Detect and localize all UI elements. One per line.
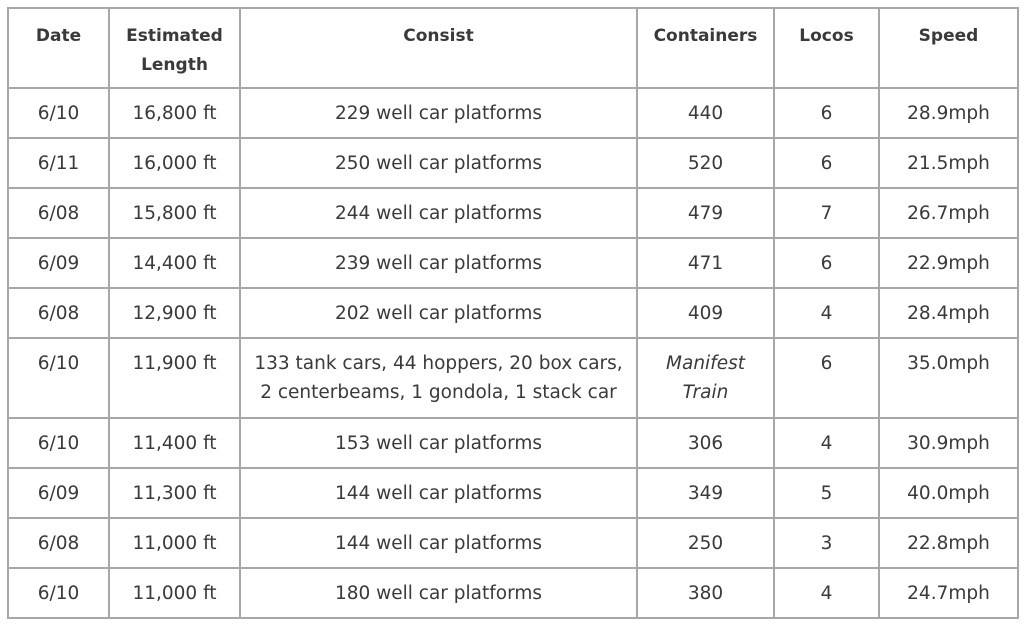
cell-date: 6/10 bbox=[7, 87, 110, 139]
cell-consist: 239 well car platforms bbox=[239, 237, 638, 289]
cell-locos: 4 bbox=[773, 417, 880, 469]
table-row: 6/10 11,400 ft 153 well car platforms 30… bbox=[7, 417, 1019, 469]
cell-containers: 250 bbox=[636, 517, 775, 569]
cell-consist: 202 well car platforms bbox=[239, 287, 638, 339]
table-row: 6/11 16,000 ft 250 well car platforms 52… bbox=[7, 137, 1019, 189]
cell-date: 6/08 bbox=[7, 287, 110, 339]
cell-containers: 479 bbox=[636, 187, 775, 239]
cell-locos: 6 bbox=[773, 137, 880, 189]
cell-locos: 7 bbox=[773, 187, 880, 239]
cell-speed: 22.8mph bbox=[878, 517, 1019, 569]
cell-locos: 3 bbox=[773, 517, 880, 569]
table-row: 6/10 11,000 ft 180 well car platforms 38… bbox=[7, 567, 1019, 619]
cell-length: 11,900 ft bbox=[108, 337, 241, 419]
header-locos: Locos bbox=[773, 7, 880, 89]
cell-containers: 471 bbox=[636, 237, 775, 289]
cell-consist: 144 well car platforms bbox=[239, 517, 638, 569]
cell-date: 6/09 bbox=[7, 467, 110, 519]
cell-speed: 40.0mph bbox=[878, 467, 1019, 519]
cell-containers: 380 bbox=[636, 567, 775, 619]
cell-length: 16,000 ft bbox=[108, 137, 241, 189]
cell-locos: 4 bbox=[773, 567, 880, 619]
cell-locos: 4 bbox=[773, 287, 880, 339]
table-row: 6/08 15,800 ft 244 well car platforms 47… bbox=[7, 187, 1019, 239]
cell-containers: 349 bbox=[636, 467, 775, 519]
cell-speed: 26.7mph bbox=[878, 187, 1019, 239]
cell-date: 6/09 bbox=[7, 237, 110, 289]
cell-consist: 153 well car platforms bbox=[239, 417, 638, 469]
cell-consist: 229 well car platforms bbox=[239, 87, 638, 139]
cell-containers: 306 bbox=[636, 417, 775, 469]
cell-consist: 180 well car platforms bbox=[239, 567, 638, 619]
cell-locos: 6 bbox=[773, 237, 880, 289]
cell-date: 6/10 bbox=[7, 417, 110, 469]
cell-length: 12,900 ft bbox=[108, 287, 241, 339]
header-containers: Containers bbox=[636, 7, 775, 89]
cell-speed: 28.9mph bbox=[878, 87, 1019, 139]
cell-length: 16,800 ft bbox=[108, 87, 241, 139]
table-row: 6/10 11,900 ft 133 tank cars, 44 hoppers… bbox=[7, 337, 1019, 419]
cell-date: 6/10 bbox=[7, 337, 110, 419]
table-row: 6/10 16,800 ft 229 well car platforms 44… bbox=[7, 87, 1019, 139]
cell-date: 6/10 bbox=[7, 567, 110, 619]
cell-speed: 35.0mph bbox=[878, 337, 1019, 419]
cell-speed: 30.9mph bbox=[878, 417, 1019, 469]
header-estimated-length: Estimated Length bbox=[108, 7, 241, 89]
cell-locos: 6 bbox=[773, 337, 880, 419]
cell-speed: 24.7mph bbox=[878, 567, 1019, 619]
cell-locos: 5 bbox=[773, 467, 880, 519]
cell-date: 6/08 bbox=[7, 517, 110, 569]
cell-length: 11,300 ft bbox=[108, 467, 241, 519]
cell-containers: 440 bbox=[636, 87, 775, 139]
cell-containers: 409 bbox=[636, 287, 775, 339]
header-consist: Consist bbox=[239, 7, 638, 89]
table-row: 6/08 11,000 ft 144 well car platforms 25… bbox=[7, 517, 1019, 569]
train-data-table: Date Estimated Length Consist Containers… bbox=[7, 7, 1019, 619]
table-header-row: Date Estimated Length Consist Containers… bbox=[7, 7, 1019, 89]
cell-date: 6/11 bbox=[7, 137, 110, 189]
cell-speed: 22.9mph bbox=[878, 237, 1019, 289]
cell-consist: 133 tank cars, 44 hoppers, 20 box cars, … bbox=[239, 337, 638, 419]
header-date: Date bbox=[7, 7, 110, 89]
cell-containers: 520 bbox=[636, 137, 775, 189]
header-speed: Speed bbox=[878, 7, 1019, 89]
cell-consist: 250 well car platforms bbox=[239, 137, 638, 189]
cell-locos: 6 bbox=[773, 87, 880, 139]
cell-length: 14,400 ft bbox=[108, 237, 241, 289]
table-row: 6/09 11,300 ft 144 well car platforms 34… bbox=[7, 467, 1019, 519]
cell-length: 11,000 ft bbox=[108, 567, 241, 619]
cell-length: 11,400 ft bbox=[108, 417, 241, 469]
cell-containers: Manifest Train bbox=[636, 337, 775, 419]
cell-consist: 244 well car platforms bbox=[239, 187, 638, 239]
cell-date: 6/08 bbox=[7, 187, 110, 239]
cell-consist: 144 well car platforms bbox=[239, 467, 638, 519]
table-row: 6/09 14,400 ft 239 well car platforms 47… bbox=[7, 237, 1019, 289]
cell-speed: 28.4mph bbox=[878, 287, 1019, 339]
cell-length: 15,800 ft bbox=[108, 187, 241, 239]
cell-speed: 21.5mph bbox=[878, 137, 1019, 189]
cell-length: 11,000 ft bbox=[108, 517, 241, 569]
table-row: 6/08 12,900 ft 202 well car platforms 40… bbox=[7, 287, 1019, 339]
